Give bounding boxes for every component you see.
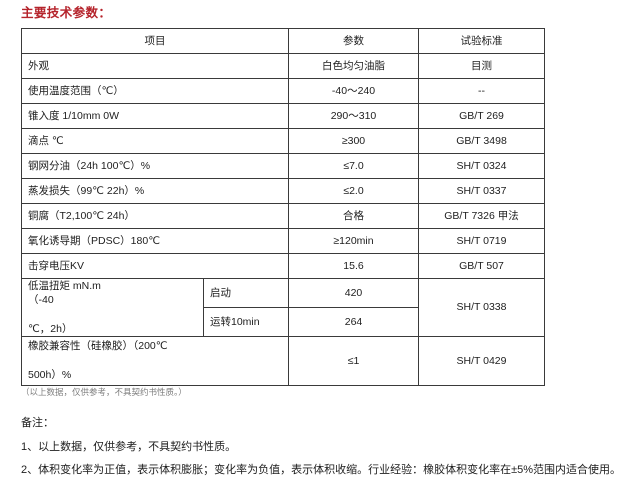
row-standard: SH/T 0337	[418, 178, 545, 204]
row-parameter: 白色均匀油脂	[288, 53, 419, 79]
row-parameter: 264	[288, 306, 419, 337]
table-row: 钢网分油（24h 100℃）% ≤7.0 SH/T 0324	[21, 153, 545, 179]
row-standard: GB/T 3498	[418, 128, 545, 154]
table-row: 氧化诱导期（PDSC）180℃ ≥120min SH/T 0719	[21, 228, 545, 254]
table-row: 铜腐（T2,100℃ 24h） 合格 GB/T 7326 甲法	[21, 203, 545, 229]
row-parameter: 290～310	[288, 103, 419, 129]
row-parameter: 合格	[288, 203, 419, 229]
row-standard: --	[418, 78, 545, 104]
row-item: 滴点 ℃	[21, 128, 289, 154]
row-standard: SH/T 0719	[418, 228, 545, 254]
row-parameter: 420	[288, 278, 419, 308]
row-parameter: ≤1	[288, 335, 419, 386]
row-item: 氧化诱导期（PDSC）180℃	[21, 228, 289, 254]
table-row: 击穿电压KV 15.6 GB/T 507	[21, 253, 545, 279]
row-standard: GB/T 7326 甲法	[418, 203, 545, 229]
row-standard: SH/T 0324	[418, 153, 545, 179]
row-standard: GB/T 269	[418, 103, 545, 129]
row-parameter: ≥120min	[288, 228, 419, 254]
header-parameter: 参数	[288, 28, 419, 54]
header-standard: 试验标准	[418, 28, 545, 54]
row-standard: 目测	[418, 53, 545, 79]
sub-item-startup: 启动	[203, 278, 289, 308]
row-item: 击穿电压KV	[21, 253, 289, 279]
technical-parameters-table: 项目 参数 试验标准 外观 白色均匀油脂 目测 使用温度范围（℃） -40～24…	[21, 28, 545, 386]
row-item: 使用温度范围（℃）	[21, 78, 289, 104]
page-title: 主要技术参数：	[21, 6, 112, 20]
row-item: 外观	[21, 53, 289, 79]
row-parameter: -40～240	[288, 78, 419, 104]
row-item: 蒸发损失（99℃ 22h）%	[21, 178, 289, 204]
row-standard: GB/T 507	[418, 253, 545, 279]
table-row: 锥入度 1/10mm 0W 290～310 GB/T 269	[21, 103, 545, 129]
remark-item-2: 2、体积变化率为正值，表示体积膨胀；变化率为负值，表示体积收缩。行业经验：橡胶体…	[21, 464, 622, 476]
header-item: 项目	[21, 28, 289, 54]
row-item: 铜腐（T2,100℃ 24h）	[21, 203, 289, 229]
row-parameter: ≥300	[288, 128, 419, 154]
remarks-heading: 备注：	[21, 417, 54, 429]
table-row: 使用温度范围（℃） -40～240 --	[21, 78, 545, 104]
table-row-torque-run: 运转10min 264	[22, 306, 545, 337]
row-item: 锥入度 1/10mm 0W	[21, 103, 289, 129]
row-parameter: ≤2.0	[288, 178, 419, 204]
row-item: 钢网分油（24h 100℃）%	[21, 153, 289, 179]
table-disclaimer-note: （以上数据，仅供参考，不具契约书性质。）	[21, 387, 187, 397]
row-parameter: ≤7.0	[288, 153, 419, 179]
sub-item-running-10min: 运转10min	[203, 306, 289, 337]
row-item-low-temp-torque: 低温扭矩 mN.m （-40 ℃，2h）	[21, 278, 204, 337]
table-row-torque-start: 低温扭矩 mN.m （-40 ℃，2h） 启动 420 SH/T 0338	[21, 278, 545, 337]
row-standard: SH/T 0338	[418, 278, 545, 337]
row-standard: SH/T 0429	[418, 335, 545, 386]
table-row: 外观 白色均匀油脂 目测	[21, 53, 545, 79]
table-row-rubber-compatibility: 橡胶兼容性（硅橡胶）（200℃ 500h）% ≤1 SH/T 0429	[21, 335, 545, 386]
table-header-row: 项目 参数 试验标准	[21, 28, 545, 54]
table-row: 蒸发损失（99℃ 22h）% ≤2.0 SH/T 0337	[21, 178, 545, 204]
row-item: 橡胶兼容性（硅橡胶）（200℃ 500h）%	[21, 335, 289, 386]
row-parameter: 15.6	[288, 253, 419, 279]
remark-item-1: 1、以上数据，仅供参考，不具契约书性质。	[21, 441, 237, 453]
table-row: 滴点 ℃ ≥300 GB/T 3498	[21, 128, 545, 154]
